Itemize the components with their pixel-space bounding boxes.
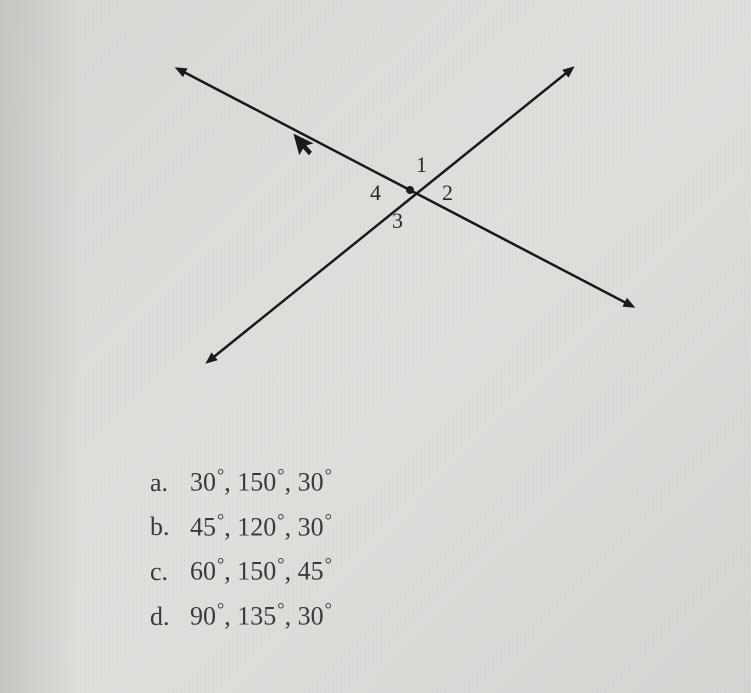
option-values: 90°, 135°, 30° — [190, 599, 332, 632]
answer-options: a. 30°, 150°, 30° b. 45°, 120°, 30° c. 6… — [150, 465, 332, 644]
option-c[interactable]: c. 60°, 150°, 45° — [150, 554, 332, 587]
option-values: 60°, 150°, 45° — [190, 554, 332, 587]
option-letter: d. — [150, 602, 190, 632]
line-1 — [180, 70, 630, 305]
intersection-point — [406, 186, 414, 194]
geometry-diagram: 1 2 3 4 — [120, 30, 620, 380]
option-letter: a. — [150, 468, 190, 498]
option-d[interactable]: d. 90°, 135°, 30° — [150, 599, 332, 632]
option-letter: b. — [150, 512, 190, 542]
angle-label-2: 2 — [442, 180, 453, 206]
option-values: 45°, 120°, 30° — [190, 510, 332, 543]
option-values: 30°, 150°, 30° — [190, 465, 332, 498]
option-b[interactable]: b. 45°, 120°, 30° — [150, 510, 332, 543]
angle-label-3: 3 — [392, 208, 403, 234]
page-left-shadow — [0, 0, 80, 693]
option-a[interactable]: a. 30°, 150°, 30° — [150, 465, 332, 498]
angle-label-1: 1 — [416, 152, 427, 178]
angle-label-4: 4 — [370, 180, 381, 206]
option-letter: c. — [150, 557, 190, 587]
